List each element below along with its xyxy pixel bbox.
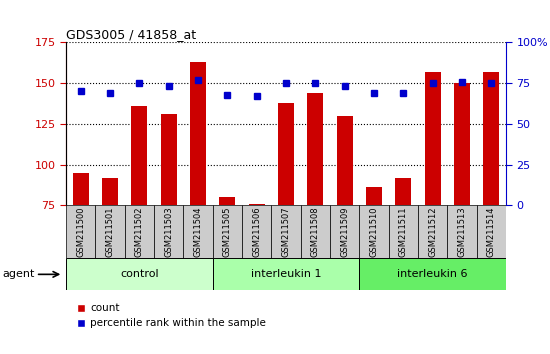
Bar bbox=[395, 178, 411, 205]
Text: GDS3005 / 41858_at: GDS3005 / 41858_at bbox=[66, 28, 196, 41]
Text: GSM211513: GSM211513 bbox=[458, 206, 466, 257]
Bar bbox=[483, 72, 499, 205]
Bar bbox=[249, 204, 265, 205]
Text: GSM211506: GSM211506 bbox=[252, 206, 261, 257]
Bar bbox=[359, 258, 506, 290]
Text: GSM211503: GSM211503 bbox=[164, 206, 173, 257]
Bar bbox=[359, 205, 389, 258]
Bar bbox=[183, 205, 213, 258]
Bar bbox=[125, 205, 154, 258]
Text: GSM211500: GSM211500 bbox=[76, 207, 85, 257]
Bar bbox=[278, 103, 294, 205]
Text: GSM211509: GSM211509 bbox=[340, 207, 349, 257]
Text: GSM211510: GSM211510 bbox=[370, 207, 378, 257]
Bar bbox=[73, 173, 89, 205]
Bar bbox=[95, 205, 125, 258]
Bar bbox=[330, 205, 359, 258]
Bar bbox=[425, 72, 441, 205]
Bar bbox=[337, 116, 353, 205]
Bar bbox=[477, 205, 506, 258]
Bar bbox=[366, 187, 382, 205]
Legend: count, percentile rank within the sample: count, percentile rank within the sample bbox=[71, 299, 270, 332]
Bar bbox=[66, 205, 95, 258]
Text: GSM211512: GSM211512 bbox=[428, 207, 437, 257]
Text: GSM211502: GSM211502 bbox=[135, 207, 144, 257]
Bar bbox=[454, 83, 470, 205]
Text: GSM211511: GSM211511 bbox=[399, 207, 408, 257]
Bar bbox=[154, 205, 183, 258]
Bar bbox=[66, 258, 213, 290]
Text: interleukin 1: interleukin 1 bbox=[251, 269, 321, 279]
Bar bbox=[219, 197, 235, 205]
Text: control: control bbox=[120, 269, 158, 279]
Bar bbox=[301, 205, 330, 258]
Bar bbox=[418, 205, 447, 258]
Text: GSM211505: GSM211505 bbox=[223, 207, 232, 257]
Bar bbox=[307, 93, 323, 205]
Text: interleukin 6: interleukin 6 bbox=[398, 269, 468, 279]
Text: GSM211514: GSM211514 bbox=[487, 207, 496, 257]
Bar bbox=[213, 205, 242, 258]
Bar bbox=[271, 205, 301, 258]
Text: agent: agent bbox=[3, 269, 35, 279]
Text: GSM211507: GSM211507 bbox=[282, 206, 290, 257]
Bar bbox=[447, 205, 477, 258]
Bar bbox=[190, 62, 206, 205]
Bar bbox=[161, 114, 177, 205]
Bar bbox=[213, 258, 359, 290]
Bar bbox=[102, 178, 118, 205]
Text: GSM211504: GSM211504 bbox=[194, 207, 202, 257]
Bar bbox=[389, 205, 418, 258]
Text: GSM211508: GSM211508 bbox=[311, 206, 320, 257]
Bar bbox=[242, 205, 271, 258]
Text: GSM211501: GSM211501 bbox=[106, 207, 114, 257]
Bar bbox=[131, 106, 147, 205]
